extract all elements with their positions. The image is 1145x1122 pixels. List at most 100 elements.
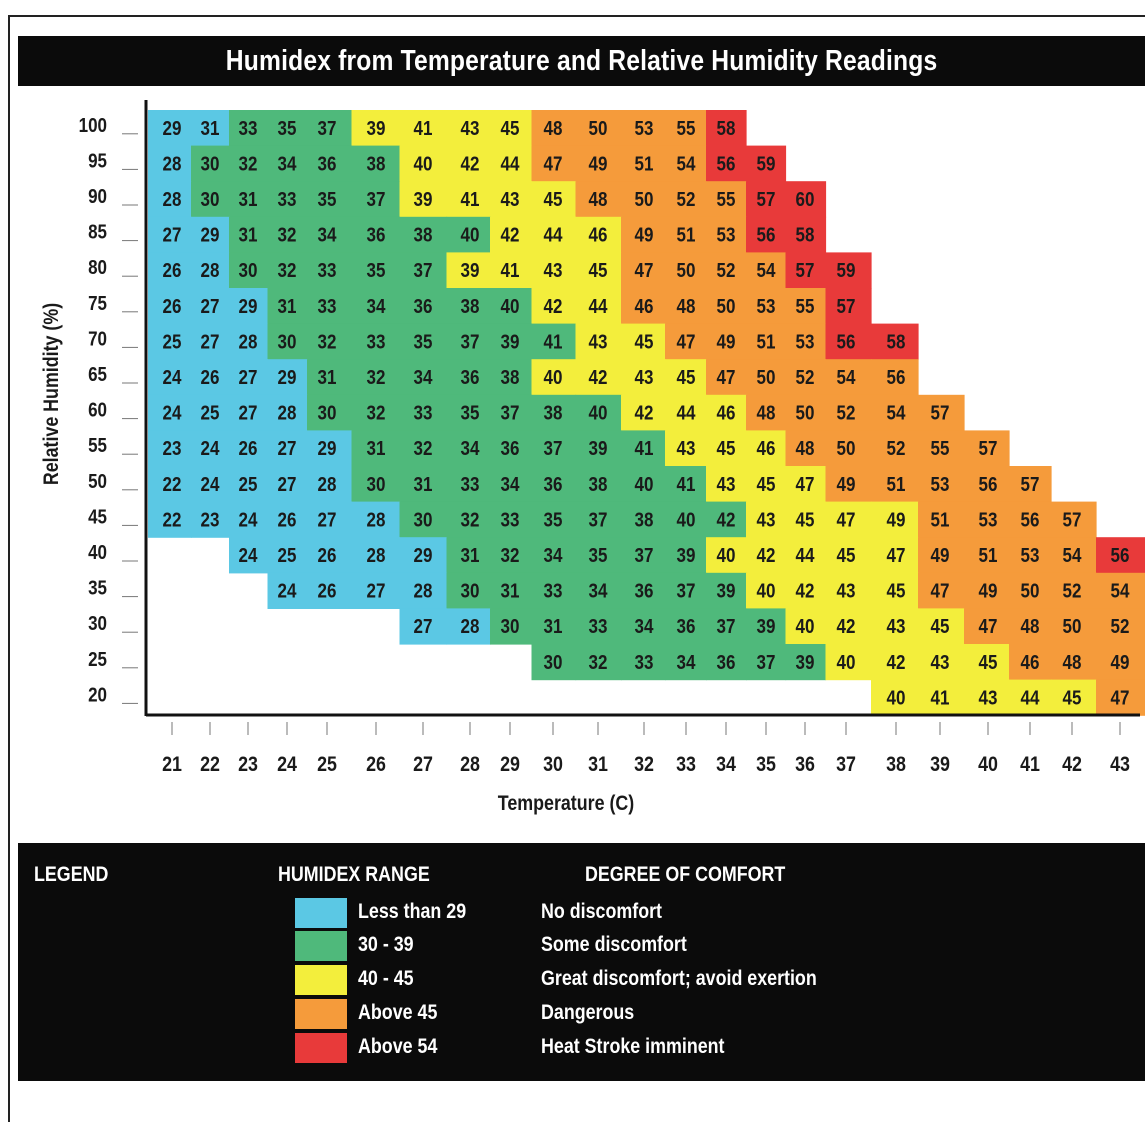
cell-value: 25 — [239, 472, 258, 495]
x-tick-label: 33 — [676, 753, 696, 777]
y-tick-label: 65 — [88, 363, 107, 386]
cell-value: 30 — [367, 472, 386, 495]
x-tick-label: 30 — [543, 753, 563, 777]
legend-range: 30 - 39 — [358, 933, 414, 957]
y-tick-label: 50 — [88, 469, 107, 492]
y-tick-label: 90 — [88, 185, 107, 208]
cell-value: 31 — [501, 579, 520, 602]
cell-value: 30 — [461, 579, 480, 602]
cell-value: 23 — [201, 508, 220, 531]
x-tick-label: 25 — [317, 753, 337, 777]
cell-value: 33 — [635, 650, 654, 673]
cell-value: 58 — [887, 330, 906, 353]
cell-value: 49 — [589, 152, 608, 175]
legend-swatch — [295, 1033, 347, 1063]
cell-value: 31 — [201, 116, 220, 139]
cell-value: 47 — [1111, 686, 1130, 709]
cell-value: 53 — [979, 508, 998, 531]
cell-value: 32 — [367, 366, 386, 389]
cell-value: 45 — [589, 259, 608, 282]
legend-row: 40 - 45 Great discomfort; avoid exertion — [18, 965, 1145, 997]
cell-value: 60 — [796, 188, 815, 211]
cell-value: 34 — [367, 294, 387, 317]
cell-value: 32 — [278, 223, 297, 246]
y-tick-label: 100 — [79, 113, 107, 136]
x-tick-label: 37 — [836, 753, 856, 777]
cell-value: 28 — [367, 508, 386, 531]
cell-value: 36 — [677, 615, 696, 638]
cell-value: 25 — [278, 544, 297, 567]
cell-value: 36 — [461, 366, 480, 389]
y-tick-label: 70 — [88, 327, 107, 350]
cell-value: 50 — [796, 401, 815, 424]
y-tick-label: 75 — [88, 291, 107, 314]
cell-value: 43 — [544, 259, 563, 282]
cell-value: 52 — [796, 366, 815, 389]
cell-value: 42 — [635, 401, 654, 424]
cell-value: 46 — [589, 223, 608, 246]
cell-value: 42 — [887, 650, 906, 673]
cell-value: 31 — [544, 615, 563, 638]
cell-value: 46 — [757, 437, 776, 460]
cell-value: 26 — [163, 294, 182, 317]
cell-value: 47 — [635, 259, 654, 282]
cell-value: 34 — [318, 223, 338, 246]
x-tick-label: 34 — [716, 753, 736, 777]
cell-value: 47 — [887, 544, 906, 567]
cell-value: 54 — [1063, 544, 1083, 567]
cell-value: 39 — [501, 330, 520, 353]
cell-value: 22 — [163, 472, 182, 495]
cell-value: 28 — [318, 472, 337, 495]
cell-value: 29 — [239, 294, 258, 317]
cell-value: 42 — [544, 294, 563, 317]
y-tick-label: 20 — [88, 683, 107, 706]
cell-value: 49 — [887, 508, 906, 531]
cell-value: 42 — [501, 223, 520, 246]
cell-value: 33 — [367, 330, 386, 353]
legend-comfort: Great discomfort; avoid exertion — [541, 967, 817, 991]
cell-value: 35 — [544, 508, 563, 531]
cell-value: 33 — [589, 615, 608, 638]
cell-value: 47 — [837, 508, 856, 531]
cell-value: 37 — [367, 188, 386, 211]
cell-value: 33 — [318, 294, 337, 317]
cell-value: 37 — [589, 508, 608, 531]
cell-value: 34 — [589, 579, 609, 602]
cell-value: 51 — [677, 223, 696, 246]
cell-value: 33 — [501, 508, 520, 531]
cell-value: 44 — [796, 544, 816, 567]
cell-value: 50 — [677, 259, 696, 282]
cell-value: 29 — [318, 437, 337, 460]
cell-value: 50 — [717, 294, 736, 317]
cell-value: 57 — [931, 401, 950, 424]
cell-value: 24 — [239, 544, 259, 567]
cell-value: 32 — [589, 650, 608, 673]
y-tick-label: 35 — [88, 576, 107, 599]
cell-value: 57 — [1021, 472, 1040, 495]
cell-value: 37 — [318, 116, 337, 139]
legend-row: Less than 29 No discomfort — [18, 898, 1145, 930]
cell-value: 45 — [544, 188, 563, 211]
cell-value: 58 — [717, 116, 736, 139]
cell-value: 33 — [239, 116, 258, 139]
cell-value: 40 — [717, 544, 736, 567]
cell-value: 29 — [163, 116, 182, 139]
cell-value: 42 — [717, 508, 736, 531]
cell-value: 24 — [201, 437, 221, 460]
cell-value: 56 — [1111, 544, 1130, 567]
cell-value: 31 — [239, 223, 258, 246]
cell-value: 46 — [1021, 650, 1040, 673]
legend-comfort: Some discomfort — [541, 933, 687, 957]
cell-value: 47 — [544, 152, 563, 175]
legend-panel: LEGEND HUMIDEX RANGE DEGREE OF COMFORT L… — [18, 843, 1145, 1081]
cell-value: 27 — [239, 366, 258, 389]
cell-value: 39 — [461, 259, 480, 282]
cell-value: 40 — [887, 686, 906, 709]
cell-value: 33 — [461, 472, 480, 495]
cell-value: 31 — [239, 188, 258, 211]
x-tick-label: 29 — [500, 753, 520, 777]
x-tick-label: 24 — [277, 753, 297, 777]
x-tick-label: 42 — [1062, 753, 1082, 777]
cell-value: 41 — [501, 259, 520, 282]
cell-value: 38 — [367, 152, 386, 175]
